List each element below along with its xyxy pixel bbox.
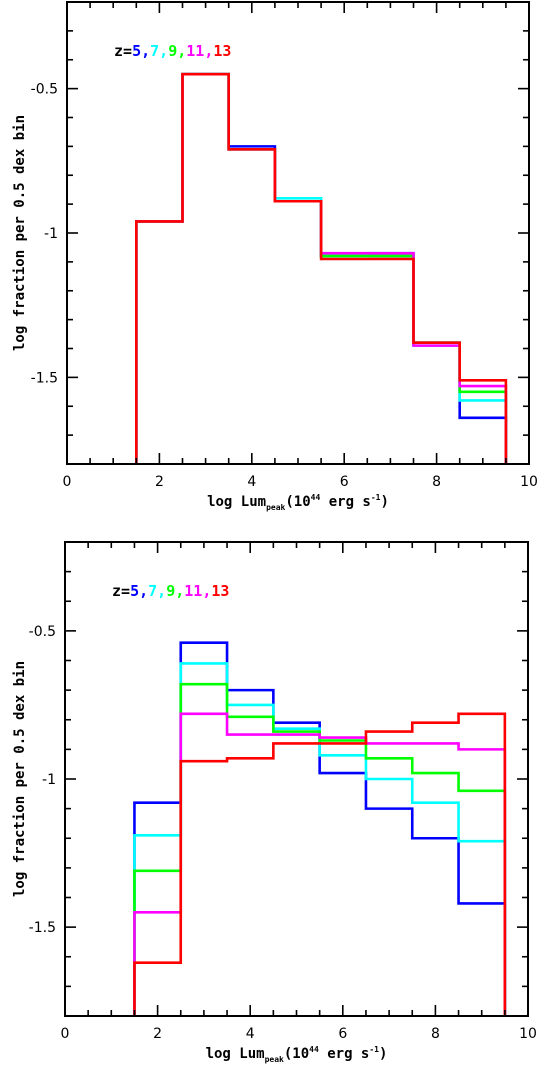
series-line-z7: [133, 662, 507, 1016]
series-line-z7: [135, 72, 508, 464]
x-tick-label: 6: [338, 1026, 347, 1042]
legend-entry-z13: 13: [211, 582, 229, 600]
legend-separator: ,: [141, 42, 150, 60]
x-tick-label: 4: [247, 474, 256, 490]
chart-panel-2: 0 2 4 6 8 10 -0.5 -1 -1.5 log fraction per 0.5 de…: [12, 541, 537, 1064]
x-axis-label-xlabel-close: ): [381, 494, 389, 510]
series-line-z9: [135, 72, 508, 464]
legend-separator: ,: [159, 42, 168, 60]
series-line-z5: [135, 72, 508, 464]
x-axis-label-xlabel-exp: 44: [309, 1045, 319, 1054]
x-axis-label-xlabel-close: ): [379, 1046, 387, 1062]
legend-separator: ,: [157, 582, 166, 600]
plot-area: [133, 641, 507, 1016]
legend-separator: ,: [202, 582, 211, 600]
legend-separator: ,: [175, 582, 184, 600]
legend-separator: ,: [177, 42, 186, 60]
y-tick-label: -1.5: [31, 370, 58, 386]
x-tick-label: 2: [155, 474, 164, 490]
x-axis-label: log Lumpeak(1044 erg s-1): [206, 1045, 388, 1064]
x-axis-label: log Lumpeak(1044 erg s-1): [207, 493, 389, 512]
y-tick-label: -1: [42, 772, 56, 788]
series-line-z11: [135, 72, 508, 464]
legend-entry-z11: 11: [184, 582, 202, 600]
x-axis-label-xlabel-sub: peak: [265, 1055, 284, 1064]
legend-entry-z11: 11: [186, 42, 204, 60]
legend-separator: ,: [204, 42, 213, 60]
x-tick-label: 10: [520, 474, 538, 490]
legend-prefix: z=: [112, 582, 130, 600]
x-axis-label-xlabel-unit-exp: -1: [371, 493, 381, 502]
y-axis-label: log fraction per 0.5 dex bin: [12, 661, 28, 897]
series-line-z13: [135, 72, 508, 464]
x-tick-label: 0: [63, 474, 72, 490]
x-tick-label: 8: [431, 1026, 440, 1042]
legend-entry-z9: 9: [168, 42, 177, 60]
x-axis-label-xlabel-paren: (10: [285, 494, 310, 510]
y-tick-label: -0.5: [31, 82, 58, 98]
x-axis-label-xlabel-main: log Lum: [206, 1046, 265, 1062]
series-line-z5: [133, 641, 507, 1016]
y-tick-label: -0.5: [29, 624, 56, 640]
x-axis-label-xlabel-main: log Lum: [207, 494, 266, 510]
plot-area: [135, 72, 508, 464]
x-axis-label-xlabel-unit: erg s: [319, 1046, 370, 1062]
x-axis-label-xlabel-unit-exp: -1: [369, 1045, 379, 1054]
x-tick-label: 2: [153, 1026, 162, 1042]
chart-panel-1: 0 2 4 6 8 10 -0.5 -1 -1.5 log fraction per 0.5 de…: [12, 1, 538, 512]
legend: z=5,7,9,11,13: [114, 42, 231, 60]
x-axis-label-xlabel-paren: (10: [284, 1046, 309, 1062]
x-axis-label-xlabel-unit: erg s: [320, 494, 371, 510]
y-tick-label: -1.5: [29, 920, 56, 936]
x-tick-label: 8: [432, 474, 441, 490]
legend-entry-z7: 7: [150, 42, 159, 60]
x-tick-label: 0: [61, 1026, 70, 1042]
legend-entry-z5: 5: [132, 42, 141, 60]
legend: z=5,7,9,11,13: [112, 582, 229, 600]
series-line-z13: [133, 712, 507, 1016]
y-axis-label: log fraction per 0.5 dex bin: [12, 115, 28, 351]
x-tick-label: 10: [519, 1026, 537, 1042]
x-tick-label: 6: [340, 474, 349, 490]
legend-prefix: z=: [114, 42, 132, 60]
legend-entry-z7: 7: [148, 582, 157, 600]
y-tick-label: -1: [44, 226, 58, 242]
legend-entry-z13: 13: [213, 42, 231, 60]
legend-entry-z5: 5: [130, 582, 139, 600]
legend-separator: ,: [139, 582, 148, 600]
x-tick-label: 4: [246, 1026, 255, 1042]
legend-entry-z9: 9: [166, 582, 175, 600]
x-axis-label-xlabel-exp: 44: [311, 493, 321, 502]
x-axis-label-xlabel-sub: peak: [266, 503, 285, 512]
